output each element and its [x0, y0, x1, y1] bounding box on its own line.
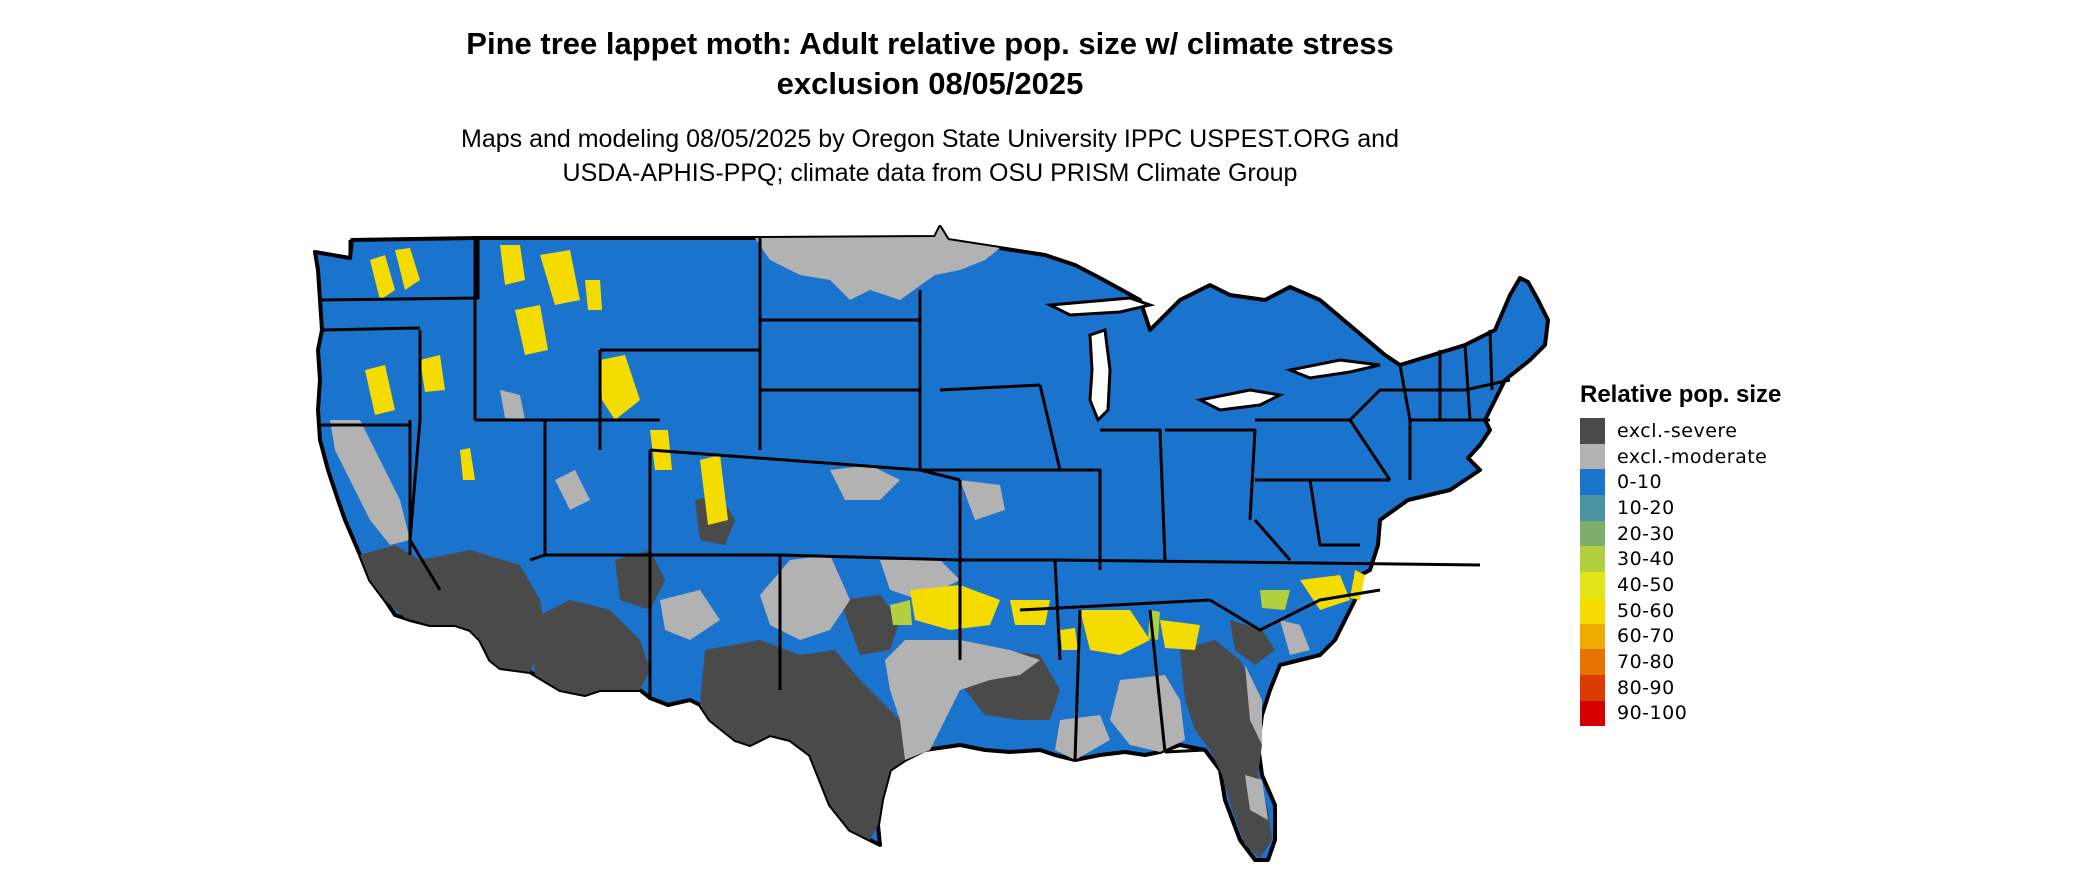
legend-items: excl.-severe excl.-moderate 0-10 10-20 20-30… [1580, 418, 2000, 727]
legend-swatch [1580, 597, 1605, 624]
legend-item: 20-30 [1580, 520, 2000, 547]
legend-swatch [1580, 700, 1605, 727]
legend-swatch [1580, 649, 1605, 675]
subtitle-line-2: USDA-APHIS-PPQ; climate data from OSU PR… [562, 159, 1298, 187]
legend-title: Relative pop. size [1580, 381, 1782, 408]
legend-swatch [1580, 674, 1605, 701]
legend-label: 30-40 [1617, 548, 1675, 571]
legend-item: 40-50 [1580, 572, 2000, 598]
legend-label: 60-70 [1617, 625, 1675, 648]
legend: Relative pop. size excl.-severe excl.-mod… [1580, 380, 2000, 727]
legend-label: 80-90 [1617, 676, 1675, 699]
legend-label: 10-20 [1617, 496, 1675, 519]
legend-item: excl.-moderate [1580, 443, 2000, 470]
great-lakes [1044, 296, 1381, 423]
legend-swatch [1580, 495, 1605, 521]
legend-swatch [1580, 443, 1605, 470]
legend-swatch [1580, 520, 1605, 547]
legend-item: 60-70 [1580, 623, 2000, 650]
legend-label: 70-80 [1617, 651, 1675, 674]
legend-item: 10-20 [1580, 495, 2000, 521]
subtitle-line-1: Maps and modeling 08/05/2025 by Oregon S… [461, 125, 1399, 153]
legend-item: 30-40 [1580, 546, 2000, 573]
legend-item: 70-80 [1580, 649, 2000, 675]
legend-swatch [1580, 623, 1605, 650]
legend-label: 40-50 [1617, 573, 1675, 596]
us-map-svg [313, 225, 1550, 862]
legend-swatch [1580, 572, 1605, 598]
legend-item: excl.-severe [1580, 418, 2000, 444]
legend-swatch [1580, 546, 1605, 573]
legend-label: 50-60 [1617, 599, 1675, 622]
legend-item: 80-90 [1580, 674, 2000, 701]
moderate-exclusion-areas [330, 227, 1310, 820]
legend-label: 90-100 [1617, 702, 1688, 725]
title-line-1: Pine tree lappet moth: Adult relative po… [466, 26, 1394, 61]
legend-label: excl.-moderate [1617, 445, 1768, 468]
map-subtitle: Maps and modeling 08/05/2025 by Oregon S… [400, 122, 1460, 190]
legend-item: 0-10 [1580, 469, 2000, 496]
map-title: Pine tree lappet moth: Adult relative po… [420, 24, 1440, 104]
severe-exclusion-areas [360, 495, 1275, 858]
legend-swatch [1580, 469, 1605, 496]
legend-label: 0-10 [1617, 471, 1663, 494]
state-borders [318, 238, 1511, 761]
legend-label: 20-30 [1617, 522, 1675, 545]
us-outline [313, 225, 1550, 862]
legend-item: 90-100 [1580, 700, 2000, 727]
us-map [300, 220, 1570, 890]
legend-swatch [1580, 418, 1605, 444]
title-line-2: exclusion 08/05/2025 [776, 66, 1084, 101]
legend-label: excl.-severe [1617, 419, 1738, 442]
suitable-patches [365, 245, 1365, 655]
legend-item: 50-60 [1580, 597, 2000, 624]
